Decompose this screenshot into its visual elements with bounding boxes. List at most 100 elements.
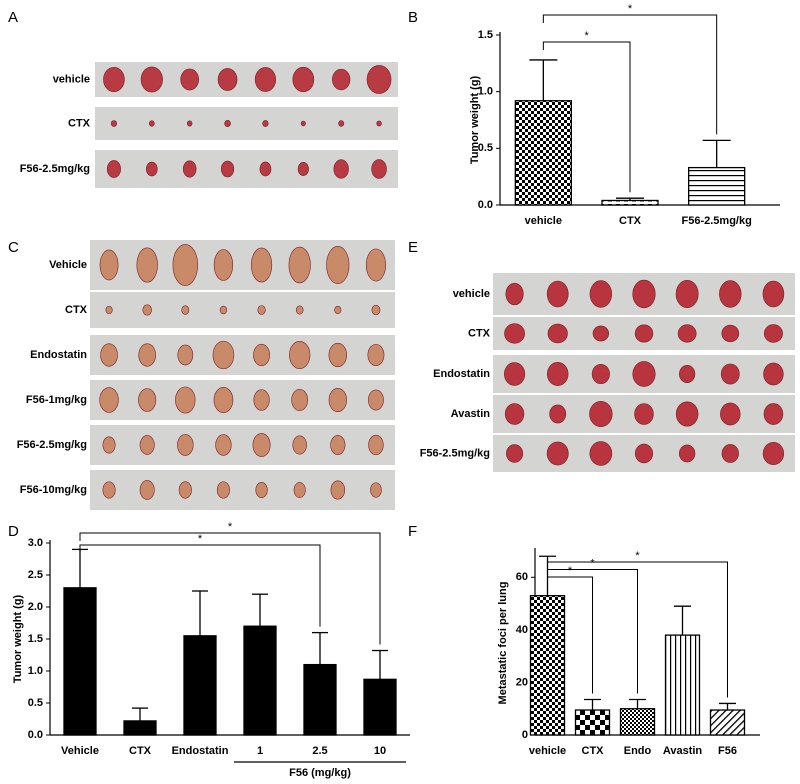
specimen <box>368 389 384 411</box>
specimen <box>293 482 306 498</box>
specimen <box>253 389 270 411</box>
significance-bracket <box>547 576 593 694</box>
row-label: vehicle <box>453 288 490 300</box>
bar <box>574 709 611 736</box>
bar <box>63 587 97 736</box>
significance-label: * <box>590 557 595 569</box>
specimen <box>634 403 654 425</box>
specimen <box>366 65 392 94</box>
specimen <box>177 434 194 456</box>
y-tick-label: 2.5 <box>28 569 43 581</box>
specimen <box>292 435 307 455</box>
x-tick-label: F56-2.5mg/kg <box>682 215 752 227</box>
row-label: F56-1mg/kg <box>26 394 87 406</box>
specimen <box>138 343 156 367</box>
specimen <box>289 341 311 369</box>
y-tick-label: 20 <box>516 676 528 688</box>
significance-label: * <box>228 521 233 533</box>
x-tick-label: Vehicle <box>61 745 99 757</box>
x-tick-label: Endostatin <box>172 745 229 757</box>
specimen <box>719 280 742 308</box>
bar <box>688 166 746 206</box>
specimen <box>368 434 384 456</box>
specimen <box>762 441 785 466</box>
specimen <box>546 362 569 386</box>
specimen <box>251 247 273 283</box>
specimen <box>546 441 569 466</box>
specimen <box>215 434 232 456</box>
specimen <box>549 404 567 424</box>
specimen <box>180 68 199 91</box>
specimen <box>334 305 342 315</box>
specimen <box>291 388 309 412</box>
specimen <box>376 120 382 127</box>
specimen <box>720 363 740 385</box>
specimen <box>288 246 311 284</box>
specimen <box>186 120 193 127</box>
y-tick-label: 2.0 <box>28 601 43 613</box>
specimen <box>504 323 525 344</box>
specimen <box>332 68 351 91</box>
specimen <box>632 279 656 309</box>
specimen <box>105 305 113 315</box>
photo-strip <box>95 150 398 188</box>
row-label: Vehicle <box>49 259 87 271</box>
x-tick-label: F56 <box>718 745 737 757</box>
y-axis-label: Tumor weight (g) <box>469 75 481 164</box>
specimen <box>365 248 386 282</box>
specimen <box>175 386 196 414</box>
specimen <box>257 305 266 315</box>
bar <box>363 678 397 736</box>
row-label: F56-2.5mg/kg <box>420 447 490 459</box>
specimen <box>330 435 346 455</box>
specimen <box>292 66 315 93</box>
specimen <box>102 436 116 454</box>
specimen <box>255 482 268 498</box>
x-tick-label: CTX <box>619 215 642 227</box>
specimen <box>763 362 784 386</box>
x-tick-label: vehicle <box>525 215 562 227</box>
row-label: Endostatin <box>30 349 87 361</box>
bar <box>243 625 277 736</box>
specimen <box>547 323 568 344</box>
significance-bracket <box>79 532 381 645</box>
specimen <box>254 67 277 92</box>
specimen <box>262 120 269 127</box>
significance-label: * <box>585 30 590 42</box>
specimen <box>675 401 699 427</box>
bar <box>709 709 746 736</box>
bar <box>123 720 157 736</box>
significance-label: * <box>628 3 633 15</box>
x-tick-label: 10 <box>374 745 386 757</box>
specimen <box>99 387 119 413</box>
specimen <box>213 249 234 281</box>
specimen <box>675 279 699 309</box>
specimen <box>136 247 158 283</box>
significance-label: * <box>635 550 640 562</box>
specimen <box>546 280 569 308</box>
row-label: F56-2.5mg/kg <box>17 439 87 451</box>
y-tick-label: 0.5 <box>478 142 493 154</box>
y-tick-label: 3.0 <box>28 537 43 549</box>
significance-bracket <box>542 14 718 135</box>
significance-bracket <box>547 561 728 698</box>
significance-label: * <box>198 533 203 545</box>
y-tick-label: 1.5 <box>28 633 43 645</box>
row-label: CTX <box>65 304 88 316</box>
specimen <box>677 324 697 343</box>
panel-letter: A <box>8 9 18 26</box>
specimen <box>762 280 785 308</box>
x-tick-label: 2.5 <box>312 745 327 757</box>
specimen <box>506 444 524 463</box>
x-tick-label: CTX <box>129 745 152 757</box>
specimen <box>632 361 656 387</box>
photo-strip <box>90 425 395 465</box>
specimen <box>100 343 118 367</box>
specimen <box>591 363 610 385</box>
specimen <box>371 159 387 179</box>
y-axis-label: Metastatic foci per lung <box>497 582 509 705</box>
photo-strip <box>90 335 395 375</box>
significance-bracket <box>542 41 631 193</box>
specimen <box>138 388 157 412</box>
specimen <box>763 403 784 425</box>
